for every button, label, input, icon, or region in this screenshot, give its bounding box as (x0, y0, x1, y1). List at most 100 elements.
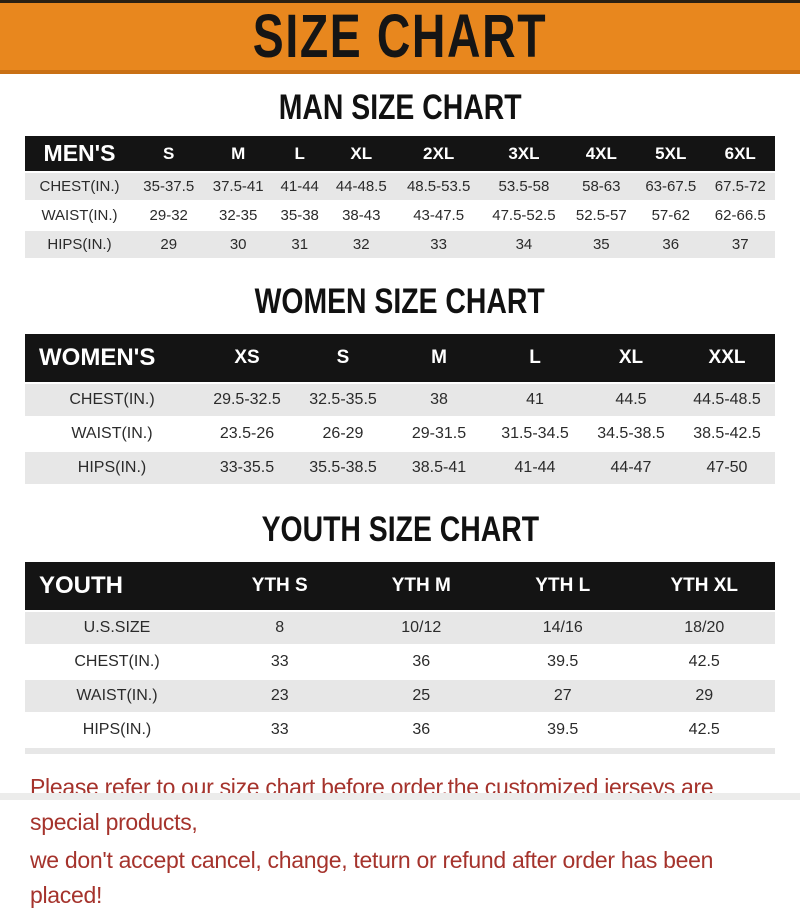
column-header: L (529, 347, 541, 368)
size-cell: 34 (515, 236, 533, 253)
column-header: XXL (708, 347, 746, 368)
section-men: MAN SIZE CHART MEN'S S M L XL 2XL 3XL 4XL 5XL 6XL C… (0, 86, 800, 260)
women-size-table: WOMEN'S XS S M L XL XXL CHEST(IN.) 29.5-32.5 32.5… (25, 332, 775, 486)
size-cell: 29 (160, 236, 178, 253)
size-cell: 35-37.5 (143, 178, 195, 195)
size-cell: 39.5 (547, 721, 579, 738)
size-cell: 29 (695, 687, 714, 704)
row-label: CHEST(IN.) (74, 653, 160, 670)
size-cell: 67.5-72 (714, 178, 766, 195)
column-header: 6XL (724, 143, 756, 163)
section-heading-youth: YOUTH SIZE CHART (0, 508, 800, 549)
size-cell: 47.5-52.5 (492, 207, 556, 224)
size-cell: 34.5-38.5 (597, 425, 665, 442)
size-cell: 25 (412, 687, 431, 704)
size-cell: 27 (553, 687, 572, 704)
size-cell: 58-63 (582, 178, 621, 195)
size-cell: 33-35.5 (219, 459, 275, 476)
size-cell: 35-38 (280, 207, 319, 224)
banner: SIZE CHART (0, 0, 800, 74)
section-heading-men: MAN SIZE CHART (0, 86, 800, 127)
size-cell: 42.5 (688, 721, 720, 738)
size-cell: 44-48.5 (335, 178, 387, 195)
size-cell: 26-29 (322, 425, 364, 442)
size-cell: 38.5-41 (411, 459, 467, 476)
column-header: L (294, 143, 305, 163)
size-cell: 38-43 (342, 207, 381, 224)
women-header-row: WOMEN'S XS S M L XL XXL (25, 334, 775, 382)
table-row: CHEST(IN.) 33 36 39.5 42.5 (25, 646, 775, 678)
size-cell: 35 (592, 236, 610, 253)
size-cell: 36 (662, 236, 680, 253)
footer-notice: Please refer to our size chart before or… (0, 770, 800, 912)
men-header-row: MEN'S S M L XL 2XL 3XL 4XL 5XL 6XL (25, 136, 775, 171)
table-row: WAIST(IN.) 23 25 27 29 (25, 680, 775, 712)
table-row: HIPS(IN.) 29 30 31 32 33 34 35 36 37 (25, 231, 775, 258)
table-row: U.S.SIZE 8 10/12 14/16 18/20 (25, 612, 775, 644)
size-cell: 29-32 (149, 207, 188, 224)
size-cell: 8 (275, 619, 285, 636)
size-cell: 32-35 (218, 207, 258, 224)
column-header: YTH L (535, 575, 591, 596)
row-label: WAIST(IN.) (41, 207, 118, 224)
row-label: WAIST(IN.) (76, 687, 158, 704)
size-cell: 32.5-35.5 (309, 391, 377, 408)
size-cell: 38.5-42.5 (693, 425, 761, 442)
column-header: 5XL (655, 143, 687, 163)
size-cell: 47-50 (706, 459, 748, 476)
sections-host: MAN SIZE CHART MEN'S S M L XL 2XL 3XL 4XL 5XL 6XL C… (0, 86, 800, 754)
size-cell: 36 (412, 721, 431, 738)
youth-header-row: YOUTH YTH S YTH M YTH L YTH XL (25, 562, 775, 610)
size-cell: 23 (270, 687, 289, 704)
size-cell: 37 (731, 236, 749, 253)
row-label: CHEST(IN.) (69, 391, 155, 408)
size-cell: 33 (430, 236, 447, 253)
column-header: S (163, 143, 175, 163)
size-cell: 63-67.5 (645, 178, 697, 195)
size-cell: 41-44 (514, 459, 556, 476)
notice-line-1: Please refer to our size chart before or… (30, 774, 714, 835)
size-cell: 29.5-32.5 (213, 391, 281, 408)
column-header: 4XL (585, 143, 617, 163)
women-corner-label: WOMEN'S (39, 344, 156, 371)
size-cell: 31 (291, 236, 309, 253)
size-cell: 44.5 (615, 391, 647, 408)
table-row: WAIST(IN.) 23.5-26 26-29 29-31.5 31.5-34.5 34… (25, 418, 775, 450)
size-cell: 62-66.5 (714, 207, 766, 224)
size-cell: 18/20 (684, 619, 725, 636)
men-size-table: MEN'S S M L XL 2XL 3XL 4XL 5XL 6XL CHEST(IN.) 35-37… (25, 134, 775, 260)
size-cell: 38 (430, 391, 448, 408)
size-cell: 44-47 (610, 459, 652, 476)
row-label: U.S.SIZE (83, 619, 151, 636)
row-label: CHEST(IN.) (39, 178, 120, 195)
table-row: HIPS(IN.) 33 36 39.5 42.5 (25, 714, 775, 746)
section-heading-women: WOMEN SIZE CHART (0, 280, 800, 321)
size-cell: 42.5 (688, 653, 720, 670)
column-header: YTH XL (670, 575, 739, 596)
row-label: HIPS(IN.) (82, 721, 152, 738)
row-label: HIPS(IN.) (77, 459, 147, 476)
column-header: YTH S (251, 575, 308, 596)
size-cell: 57-62 (651, 207, 690, 224)
size-cell: 10/12 (401, 619, 442, 636)
youth-corner-label: YOUTH (39, 572, 123, 599)
size-cell: 43-47.5 (413, 207, 465, 224)
size-cell: 14/16 (542, 619, 583, 636)
section-heading-text: YOUTH SIZE CHART (261, 508, 539, 549)
size-cell: 44.5-48.5 (693, 391, 761, 408)
column-header: 2XL (423, 143, 455, 163)
column-header: XS (234, 347, 260, 368)
column-header: YTH M (391, 575, 451, 596)
page-title: SIZE CHART (252, 2, 548, 71)
size-cell: 23.5-26 (219, 425, 275, 442)
size-cell: 41-44 (280, 178, 319, 195)
size-cell: 48.5-53.5 (406, 178, 471, 195)
column-header: M (431, 347, 447, 368)
section-women: WOMEN SIZE CHART WOMEN'S XS S M L XL XXL CHEST(I… (0, 280, 800, 486)
section-youth: YOUTH SIZE CHART YOUTH YTH S YTH M YTH L YTH … (0, 508, 800, 754)
table-row: HIPS(IN.) 33-35.5 35.5-38.5 38.5-41 41-44 44-… (25, 452, 775, 484)
size-cell: 30 (229, 236, 247, 253)
youth-size-table: YOUTH YTH S YTH M YTH L YTH XL U.S.SIZE 8 10/12… (25, 560, 775, 754)
column-header: M (231, 143, 246, 163)
notice-line-2: we don't accept cancel, change, teturn o… (30, 847, 714, 908)
